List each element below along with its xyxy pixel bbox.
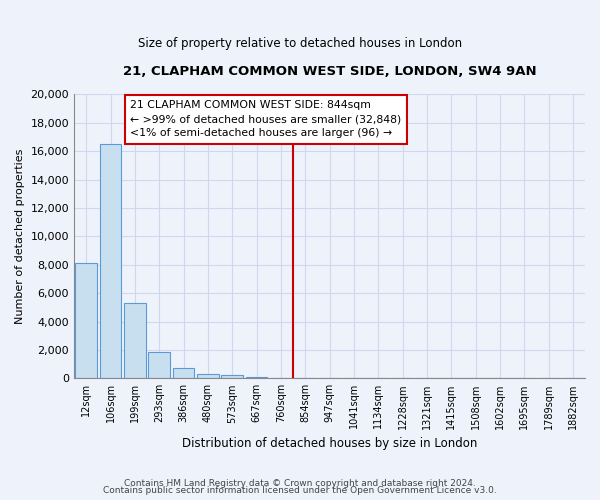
X-axis label: Distribution of detached houses by size in London: Distribution of detached houses by size … (182, 437, 477, 450)
Bar (197, 374, 219, 378)
Text: Size of property relative to detached houses in London: Size of property relative to detached ho… (138, 38, 462, 51)
Bar (124, 303, 146, 378)
Y-axis label: Number of detached properties: Number of detached properties (15, 148, 25, 324)
Bar (100, 144, 121, 378)
Bar (221, 376, 243, 378)
Bar (173, 368, 194, 378)
Text: 21 CLAPHAM COMMON WEST SIDE: 844sqm
← >99% of detached houses are smaller (32,84: 21 CLAPHAM COMMON WEST SIDE: 844sqm ← >9… (130, 100, 401, 138)
Bar (148, 352, 170, 378)
Title: 21, CLAPHAM COMMON WEST SIDE, LONDON, SW4 9AN: 21, CLAPHAM COMMON WEST SIDE, LONDON, SW… (123, 65, 536, 78)
Text: Contains public sector information licensed under the Open Government Licence v3: Contains public sector information licen… (103, 486, 497, 495)
Bar (245, 377, 268, 378)
Bar (75, 264, 97, 378)
Text: Contains HM Land Registry data © Crown copyright and database right 2024.: Contains HM Land Registry data © Crown c… (124, 478, 476, 488)
